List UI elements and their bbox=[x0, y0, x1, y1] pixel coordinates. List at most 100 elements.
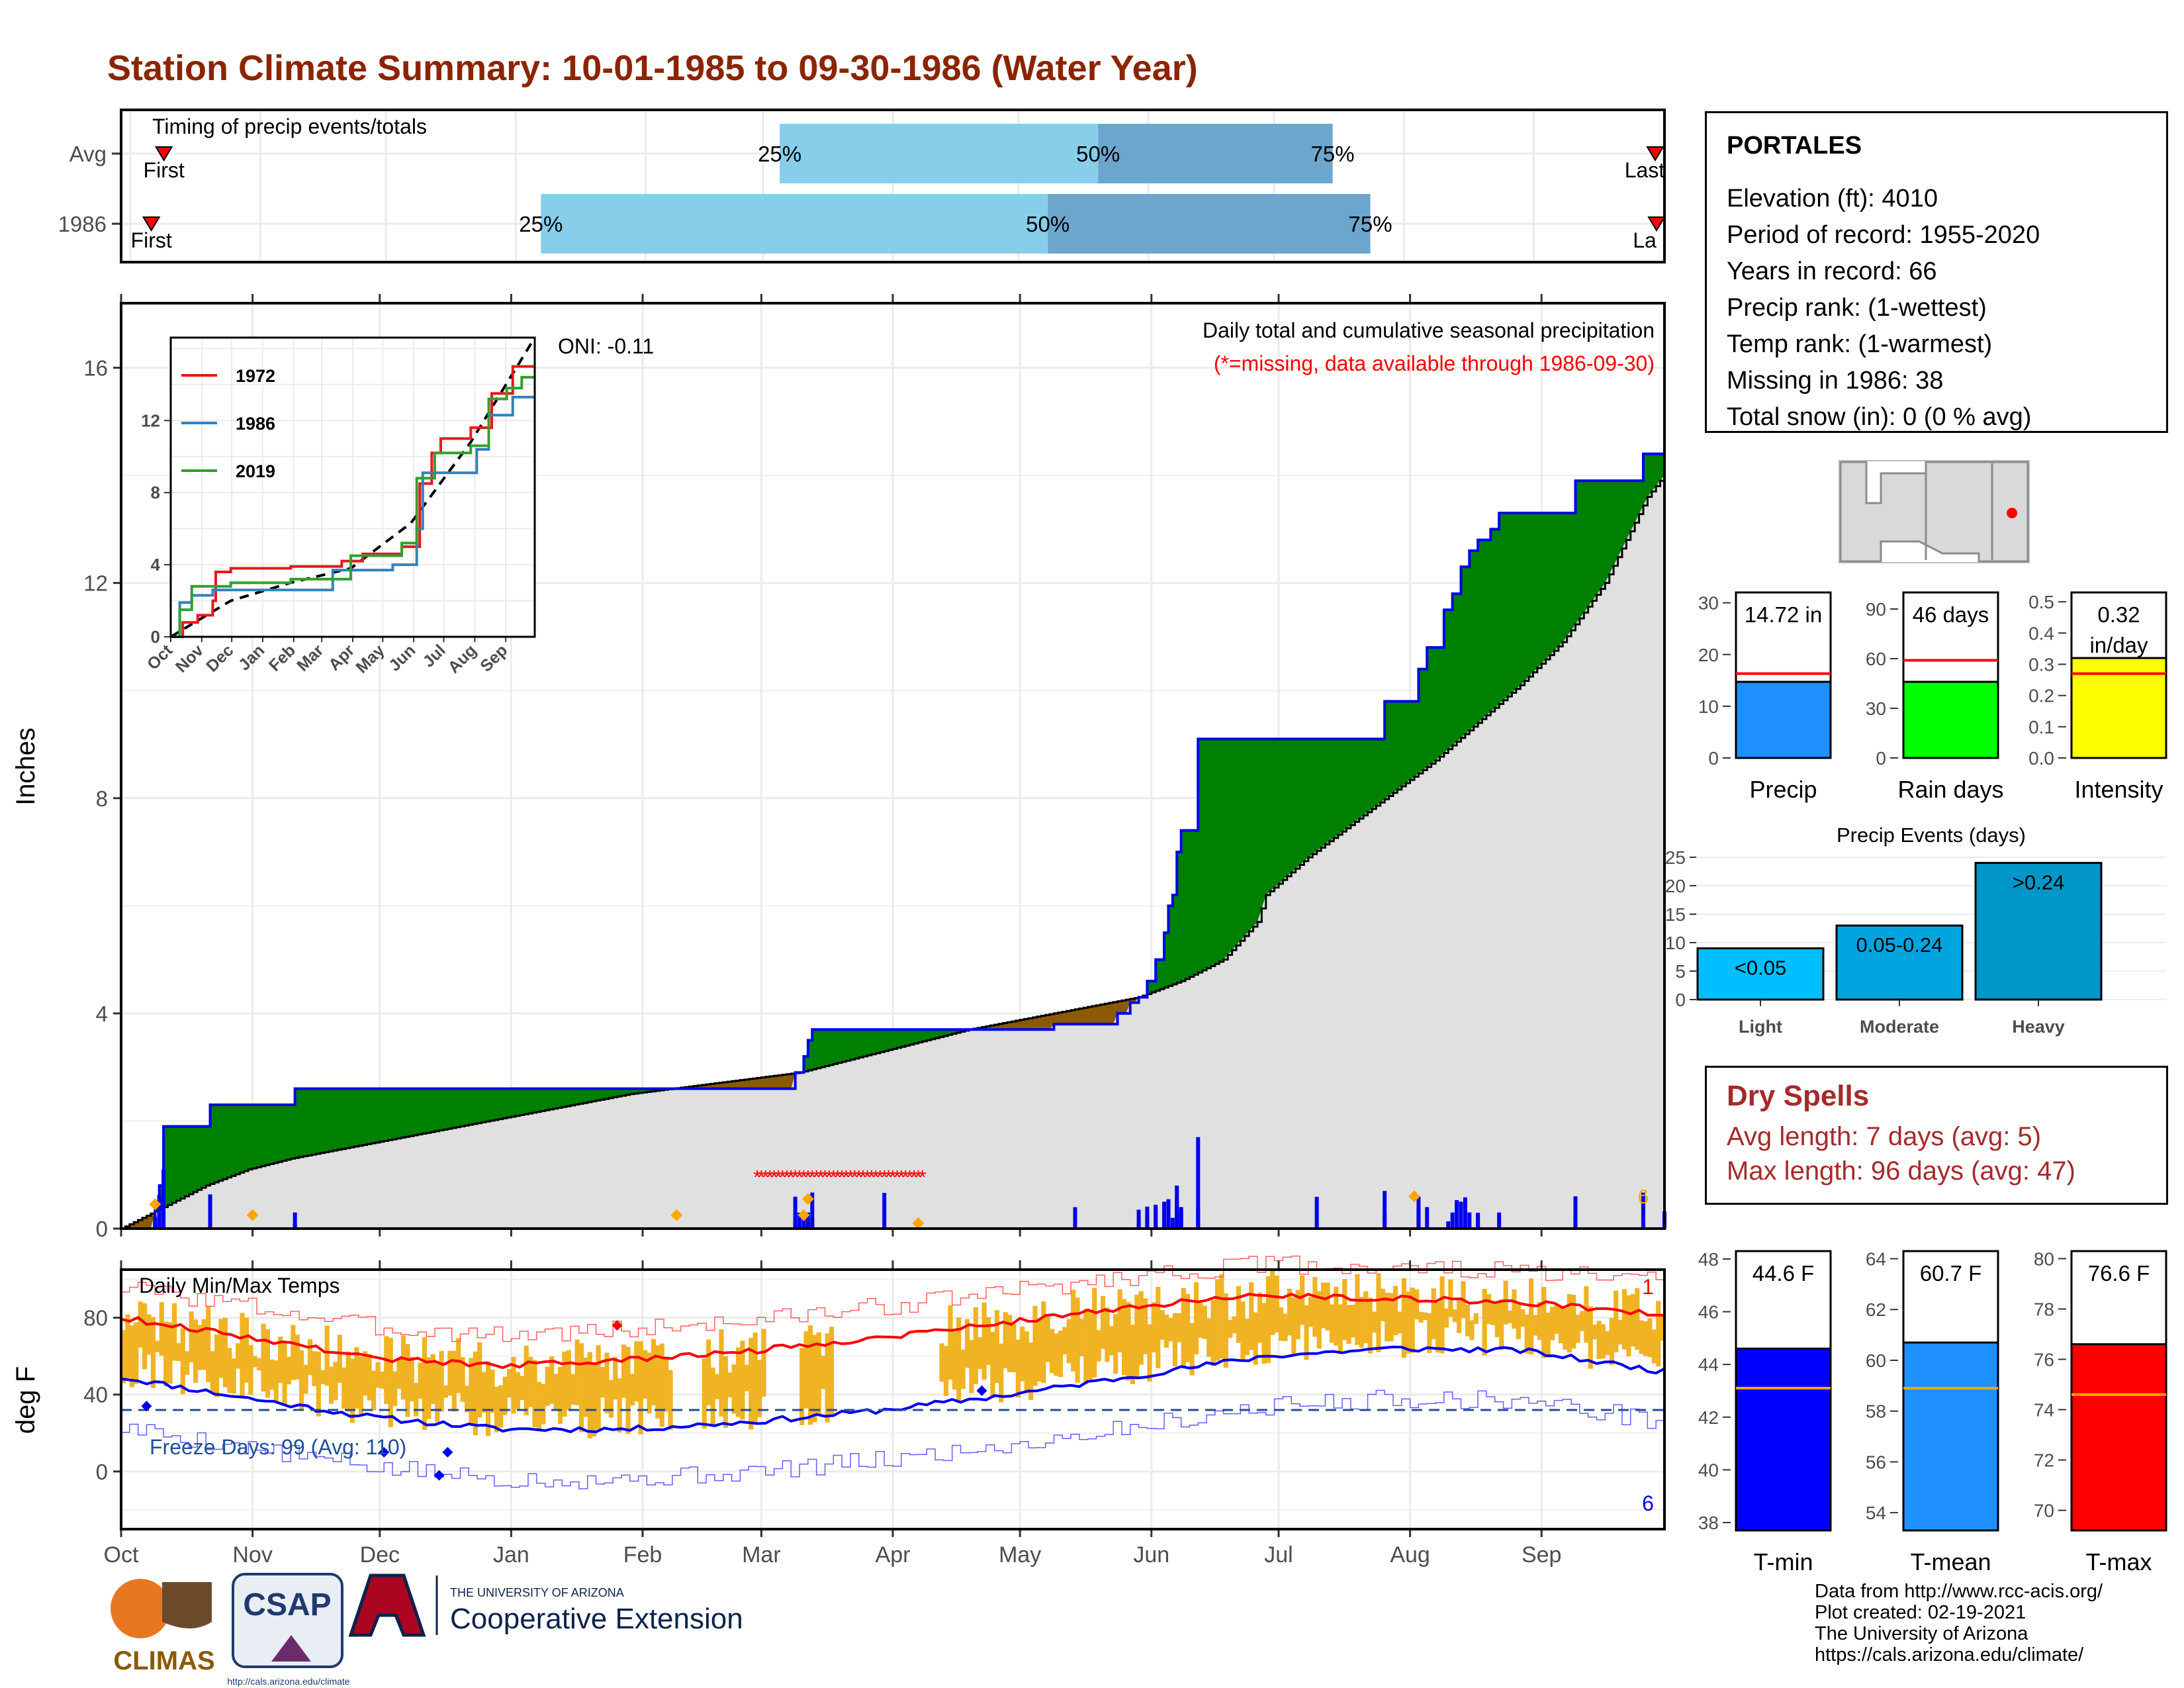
daily-temp-bar bbox=[1427, 1313, 1432, 1354]
precip-departure-fill bbox=[1202, 739, 1207, 970]
timing-last-label: Last bbox=[1625, 158, 1665, 182]
precip-departure-fill bbox=[1291, 739, 1297, 872]
event-marker bbox=[912, 1217, 925, 1229]
daily-temp-bar bbox=[1003, 1312, 1008, 1369]
daily-temp-bar bbox=[1614, 1290, 1619, 1352]
tmax-tick-label: 70 bbox=[2034, 1501, 2054, 1521]
daily-temp-bar bbox=[740, 1340, 745, 1420]
precip-departure-fill bbox=[651, 1088, 656, 1092]
ua-logo-a bbox=[348, 1573, 426, 1637]
rain-days-value-bar bbox=[1902, 680, 1999, 759]
daily-precip-bar bbox=[1383, 1191, 1387, 1229]
daily-temp-bar bbox=[731, 1364, 737, 1414]
daily-precip-bar bbox=[293, 1223, 297, 1229]
daily-temp-bar bbox=[1431, 1288, 1436, 1340]
daily-temp-bar bbox=[1605, 1331, 1610, 1356]
precip-departure-fill bbox=[1503, 512, 1508, 700]
precip-departure-fill bbox=[1621, 481, 1627, 549]
daily-temp-bar bbox=[1545, 1312, 1551, 1358]
daily-temp-bar bbox=[435, 1363, 440, 1422]
events-bar-label: >0.24 bbox=[2013, 871, 2064, 894]
timing-row-label: Avg bbox=[69, 142, 107, 166]
daily-temp-bar bbox=[1550, 1307, 1555, 1340]
precip-departure-fill bbox=[523, 1088, 529, 1115]
precip-departure-fill bbox=[392, 1088, 398, 1140]
precip-departure-fill bbox=[621, 1088, 626, 1096]
precip-departure-fill bbox=[1075, 1009, 1080, 1025]
timing-p50-label: 50% bbox=[1026, 212, 1069, 236]
events-tick-label: 5 bbox=[1675, 961, 1686, 982]
precip-departure-fill bbox=[1279, 739, 1284, 884]
precip-departure-fill bbox=[430, 1088, 435, 1133]
daily-temp-bar bbox=[1177, 1313, 1182, 1342]
precip-departure-fill bbox=[1588, 481, 1593, 607]
precip-departure-fill bbox=[1168, 906, 1173, 986]
events-category: Light bbox=[1739, 1017, 1782, 1037]
daily-temp-bar bbox=[1533, 1315, 1538, 1336]
daily-temp-bar bbox=[643, 1350, 648, 1399]
daily-temp-bar bbox=[1406, 1291, 1411, 1354]
events-title: Precip Events (days) bbox=[1837, 823, 2026, 847]
daily-temp-bar bbox=[1113, 1314, 1118, 1374]
station-missing: Missing in 1986: 38 bbox=[1727, 367, 1944, 395]
precip-departure-fill bbox=[1350, 739, 1355, 825]
missing-day-marker: * bbox=[897, 1167, 905, 1189]
precip-departure-fill bbox=[557, 1088, 563, 1108]
daily-temp-bar bbox=[278, 1336, 283, 1383]
precip-departure-fill bbox=[1156, 959, 1161, 991]
daily-temp-bar bbox=[320, 1370, 326, 1384]
daily-temp-bar bbox=[956, 1317, 962, 1403]
daily-temp-bar bbox=[634, 1341, 639, 1402]
precip-departure-fill bbox=[918, 1029, 923, 1043]
events-category: Heavy bbox=[2012, 1017, 2065, 1037]
daily-temp-bar bbox=[1635, 1288, 1640, 1350]
daily-temp-bar bbox=[1142, 1298, 1148, 1355]
tmin-tick-label: 46 bbox=[1698, 1302, 1719, 1323]
missing-day-marker: * bbox=[792, 1167, 799, 1189]
timing-p75-label: 75% bbox=[1311, 142, 1355, 166]
daily-temp-bar bbox=[825, 1333, 830, 1423]
precip-departure-fill bbox=[647, 1088, 652, 1092]
precip-departure-fill bbox=[909, 1029, 915, 1045]
precip-departure-fill bbox=[354, 1088, 359, 1147]
precip-departure-fill bbox=[812, 1029, 817, 1070]
daily-temp-bar bbox=[1130, 1325, 1135, 1384]
precip-departure-fill bbox=[291, 1105, 296, 1159]
daily-temp-bar bbox=[1554, 1305, 1559, 1334]
daily-temp-bar bbox=[1295, 1289, 1300, 1340]
daily-temp-bar bbox=[744, 1364, 749, 1391]
precip-departure-fill bbox=[1274, 739, 1279, 888]
precip-departure-fill bbox=[218, 1105, 224, 1181]
daily-temp-bar bbox=[719, 1329, 724, 1417]
precip-departure-fill bbox=[1172, 895, 1177, 984]
precip-departure-fill bbox=[833, 1029, 839, 1064]
precip-departure-fill bbox=[282, 1105, 287, 1161]
timing-row-label: 1986 bbox=[58, 212, 107, 236]
precip-departure-fill bbox=[1041, 1015, 1046, 1030]
precip-departure-fill bbox=[477, 1088, 482, 1123]
csap-logo-text: CSAP bbox=[243, 1587, 331, 1622]
daily-precip-bar bbox=[1459, 1201, 1463, 1229]
daily-temp-bar bbox=[1660, 1315, 1665, 1341]
precip-departure-fill bbox=[629, 1088, 635, 1094]
precip-departure-fill bbox=[1087, 1007, 1093, 1025]
precip-departure-fill bbox=[1630, 481, 1635, 532]
station-temp-rank: Temp rank: (1-warmest) bbox=[1727, 330, 1993, 358]
daily-temp-bar bbox=[1210, 1300, 1216, 1366]
precip-departure-fill bbox=[837, 1029, 842, 1063]
precip-departure-fill bbox=[999, 1023, 1004, 1030]
daily-temp-bar bbox=[1350, 1304, 1356, 1338]
daily-temp-bar bbox=[481, 1372, 486, 1413]
missing-day-marker: * bbox=[829, 1167, 837, 1189]
oni-label: ONI: -0.11 bbox=[558, 334, 654, 358]
daily-temp-bar bbox=[134, 1322, 139, 1384]
precip-departure-fill bbox=[295, 1088, 300, 1158]
daily-precip-bar bbox=[157, 1194, 161, 1229]
credit-line: Data from http://www.rcc-acis.org/ bbox=[1815, 1581, 2103, 1602]
daily-precip-bar bbox=[805, 1222, 810, 1229]
daily-temp-bar bbox=[460, 1357, 465, 1402]
precip-departure-fill bbox=[1295, 739, 1300, 869]
daily-precip-bar bbox=[1383, 1212, 1387, 1229]
precip-departure-fill bbox=[897, 1029, 902, 1048]
daily-temp-bar bbox=[638, 1341, 643, 1434]
